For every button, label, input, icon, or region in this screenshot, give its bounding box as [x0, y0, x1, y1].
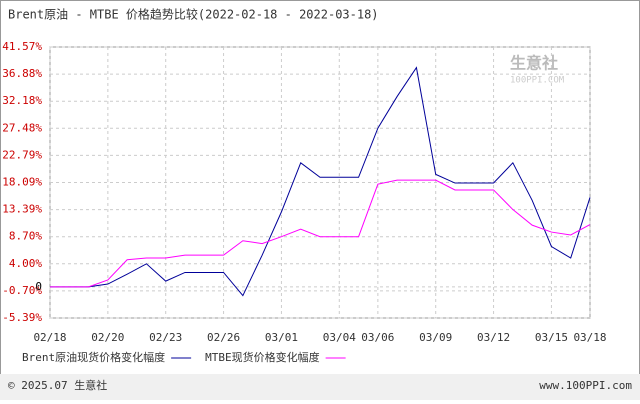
x-tick-label: 03/06 — [361, 331, 394, 344]
y-tick-label: 0 — [35, 280, 42, 293]
x-tick-label: 02/20 — [91, 331, 124, 344]
y-tick-label: 8.70% — [9, 230, 42, 243]
footer-bar — [0, 374, 640, 400]
y-tick-label: 41.57% — [2, 40, 42, 53]
watermark: 100PPI.COM — [510, 76, 565, 86]
y-tick-label: -0.70% — [2, 284, 42, 297]
series-line — [50, 179, 591, 288]
x-tick-label: 03/09 — [419, 331, 452, 344]
x-tick-label: 03/12 — [477, 331, 510, 344]
x-tick-label: 03/15 — [535, 331, 568, 344]
x-tick-label: 03/04 — [323, 331, 356, 344]
x-tick-label: 02/18 — [33, 331, 66, 344]
watermark: 生意社 — [510, 54, 558, 73]
legend-label: Brent原油现货价格变化幅度 — [22, 350, 165, 364]
footer-right: www.100PPI.com — [539, 379, 632, 392]
x-tick-label: 03/01 — [265, 331, 298, 344]
y-tick-label: 4.00% — [9, 257, 42, 270]
y-tick-label: 13.39% — [2, 203, 42, 216]
x-tick-label: 02/23 — [149, 331, 182, 344]
footer-left: © 2025.07 生意社 — [8, 378, 107, 392]
legend-label: MTBE现货价格变化幅度 — [205, 350, 320, 364]
y-tick-label: 18.09% — [2, 176, 42, 189]
chart-title: Brent原油 - MTBE 价格趋势比较(2022-02-18 - 2022-… — [8, 7, 379, 22]
x-tick-label: 02/26 — [207, 331, 240, 344]
y-tick-label: 22.79% — [2, 148, 42, 161]
series-line — [50, 66, 591, 297]
y-tick-label: 32.18% — [2, 94, 42, 107]
y-tick-label: 27.48% — [2, 121, 42, 134]
y-tick-label: -5.39% — [2, 311, 42, 324]
x-tick-label: 03/18 — [573, 331, 606, 344]
y-tick-label: 36.88% — [2, 67, 42, 80]
